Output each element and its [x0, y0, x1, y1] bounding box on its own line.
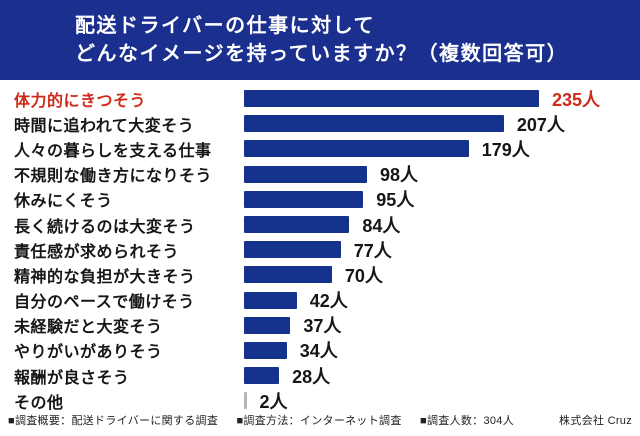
bar-chart: 体力的にきつそう 235人 時間に追われて大変そう 207人 人々の暮らしを支え…: [0, 80, 640, 413]
value-label: 2人: [259, 391, 288, 412]
chart-row: 精神的な負担が大きそう 70人: [0, 262, 640, 287]
survey-overview: ■調査概要：配送ドライバーに関する調査: [8, 414, 219, 427]
chart-row: 休みにくそう 95人: [0, 187, 640, 212]
bar: [244, 216, 350, 234]
chart-row: 人々の暮らしを支える仕事 179人: [0, 136, 640, 161]
category-label: 休みにくそう: [14, 193, 113, 211]
category-label: 不規則な働き方になりそう: [14, 168, 213, 186]
bar-track: 34人: [244, 337, 640, 363]
chart-row: 不規則な働き方になりそう 98人: [0, 162, 640, 187]
chart-title-line-1: 配送ドライバーの仕事に対して: [75, 15, 375, 37]
bar: [244, 115, 504, 133]
bar-track: 98人: [244, 161, 640, 187]
bar-track: 84人: [244, 212, 640, 238]
bar: [244, 165, 367, 183]
chart-row: 報酬が良さそう 28人: [0, 363, 640, 388]
category-label: やりがいがありそう: [14, 344, 163, 362]
bar: [244, 266, 332, 284]
value-label: 28人: [292, 366, 331, 387]
title-banner: 配送ドライバーの仕事に対して どんなイメージを持っていますか？（複数回答可）: [0, 0, 640, 80]
category-label: 精神的な負担が大きそう: [14, 268, 196, 286]
bar: [244, 90, 539, 108]
bar: [244, 367, 280, 385]
bar: [244, 190, 364, 208]
category-label: 人々の暮らしを支える仕事: [14, 142, 212, 160]
value-label: 98人: [380, 165, 419, 186]
category-label: 責任感が求められそう: [14, 243, 180, 261]
category-label: 自分のペースで働けそう: [14, 294, 195, 312]
chart-row: 体力的にきつそう 235人: [0, 86, 640, 111]
bar-track: 207人: [244, 111, 640, 137]
bar: [244, 316, 291, 334]
category-label: 時間に追われて大変そう: [14, 117, 195, 135]
bar-track: 77人: [244, 237, 640, 263]
value-label: 37人: [303, 316, 342, 337]
bar-track: 28人: [244, 363, 640, 389]
bar-track: 179人: [244, 136, 640, 162]
bar-track: 42人: [244, 287, 640, 313]
chart-row: その他 2人: [0, 388, 640, 413]
chart-row: 責任感が求められそう 77人: [0, 237, 640, 262]
bar-track: 235人: [244, 86, 640, 112]
survey-count: ■調査人数：304人: [420, 414, 514, 427]
value-label: 84人: [362, 215, 401, 236]
bar: [244, 392, 247, 410]
category-label: 未経験だと大変そう: [14, 319, 163, 337]
value-label: 207人: [516, 114, 565, 135]
value-label: 34人: [299, 341, 338, 362]
survey-meta: ■調査概要：配送ドライバーに関する調査 ■調査方法：インターネット調査 ■調査人…: [8, 412, 529, 428]
company-name: 株式会社 Cruz: [559, 414, 632, 427]
bar-track: 70人: [244, 262, 640, 288]
category-label: 長く続けるのは大変そう: [14, 218, 196, 236]
value-label: 77人: [353, 240, 392, 261]
chart-row: 時間に追われて大変そう 207人: [0, 111, 640, 136]
chart-row: やりがいがありそう 34人: [0, 338, 640, 363]
value-label: 235人: [552, 89, 601, 110]
value-label: 95人: [376, 190, 415, 211]
chart-row: 長く続けるのは大変そう 84人: [0, 212, 640, 237]
bar: [244, 341, 287, 359]
value-label: 42人: [309, 291, 348, 312]
bar-track: 95人: [244, 186, 640, 212]
bar: [244, 291, 297, 309]
category-label: その他: [14, 394, 64, 412]
bar-track: 2人: [244, 388, 640, 414]
bar: [244, 241, 341, 259]
survey-method: ■調査方法：インターネット調査: [236, 414, 402, 427]
bar-track: 37人: [244, 312, 640, 338]
chart-row: 自分のペースで働けそう 42人: [0, 288, 640, 313]
category-label: 体力的にきつそう: [14, 92, 147, 110]
footer: ■調査概要：配送ドライバーに関する調査 ■調査方法：インターネット調査 ■調査人…: [0, 410, 640, 436]
chart-row: 未経験だと大変そう 37人: [0, 313, 640, 338]
chart-title-line-2: どんなイメージを持っていますか？（複数回答可）: [75, 43, 569, 65]
value-label: 70人: [344, 265, 383, 286]
category-label: 報酬が良さそう: [14, 369, 130, 387]
bar: [244, 140, 469, 158]
value-label: 179人: [481, 139, 530, 160]
